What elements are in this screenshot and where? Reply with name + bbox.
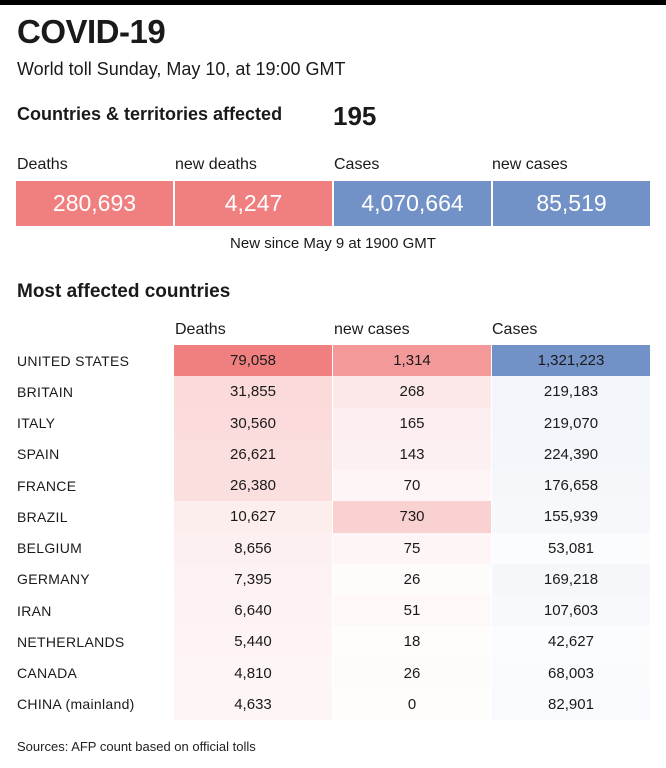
table-row: FRANCE 26,380 70 176,658 bbox=[0, 470, 666, 502]
table-row: CANADA 4,810 26 68,003 bbox=[0, 657, 666, 689]
cases-cell: 169,218 bbox=[492, 563, 650, 595]
deaths-cell: 5,440 bbox=[174, 626, 332, 658]
stats-note: New since May 9 at 1900 GMT bbox=[230, 235, 436, 252]
new-cases-cell: 730 bbox=[333, 501, 491, 533]
table-row: IRAN 6,640 51 107,603 bbox=[0, 595, 666, 627]
table-row: BELGIUM 8,656 75 53,081 bbox=[0, 532, 666, 564]
country-name: CHINA (mainland) bbox=[17, 696, 135, 713]
deaths-cell: 26,380 bbox=[174, 470, 332, 502]
new-cases-cell: 18 bbox=[333, 626, 491, 658]
new-cases-cell: 26 bbox=[333, 563, 491, 595]
cases-cell: 68,003 bbox=[492, 657, 650, 689]
deaths-cell: 4,810 bbox=[174, 657, 332, 689]
column-header-new-cases: new cases bbox=[334, 321, 410, 338]
deaths-cell: 26,621 bbox=[174, 438, 332, 470]
table-row: BRITAIN 31,855 268 219,183 bbox=[0, 376, 666, 408]
table-row: ITALY 30,560 165 219,070 bbox=[0, 407, 666, 439]
new-cases-cell: 1,314 bbox=[333, 345, 491, 377]
table-row: UNITED STATES 79,058 1,314 1,321,223 bbox=[0, 345, 666, 377]
new-cases-cell: 26 bbox=[333, 657, 491, 689]
section-title: Most affected countries bbox=[17, 281, 231, 302]
new-cases-cell: 268 bbox=[333, 376, 491, 408]
new-cases-cell: 165 bbox=[333, 407, 491, 439]
cases-cell: 155,939 bbox=[492, 501, 650, 533]
column-header-deaths: Deaths bbox=[175, 321, 226, 338]
table-row: SPAIN 26,621 143 224,390 bbox=[0, 438, 666, 470]
cases-cell: 42,627 bbox=[492, 626, 650, 658]
deaths-cell: 79,058 bbox=[174, 345, 332, 377]
cases-cell: 224,390 bbox=[492, 438, 650, 470]
affected-label: Countries & territories affected bbox=[17, 104, 283, 124]
new-cases-cell: 75 bbox=[333, 532, 491, 564]
country-name: CANADA bbox=[17, 665, 78, 682]
page-title: COVID-19 bbox=[17, 13, 166, 50]
new-cases-cell: 0 bbox=[333, 688, 491, 720]
affected-value: 195 bbox=[333, 101, 377, 131]
country-name: ITALY bbox=[17, 415, 56, 432]
cases-cell: 53,081 bbox=[492, 532, 650, 564]
table-row: BRAZIL 10,627 730 155,939 bbox=[0, 501, 666, 533]
table-row: CHINA (mainland) 4,633 0 82,901 bbox=[0, 688, 666, 720]
stat-label-new-cases: new cases bbox=[492, 156, 568, 173]
cases-cell: 176,658 bbox=[492, 470, 650, 502]
cases-cell: 82,901 bbox=[492, 688, 650, 720]
deaths-cell: 7,395 bbox=[174, 563, 332, 595]
country-name: BRAZIL bbox=[17, 508, 68, 525]
country-name: BRITAIN bbox=[17, 383, 74, 400]
country-name: SPAIN bbox=[17, 446, 60, 463]
deaths-cell: 8,656 bbox=[174, 532, 332, 564]
cases-cell: 219,070 bbox=[492, 407, 650, 439]
new-cases-cell: 70 bbox=[333, 470, 491, 502]
stat-label-cases: Cases bbox=[334, 156, 380, 173]
stat-value-cases: 4,070,664 bbox=[334, 181, 491, 226]
deaths-cell: 30,560 bbox=[174, 407, 332, 439]
countries-table: UNITED STATES 79,058 1,314 1,321,223 BRITAIN… bbox=[0, 345, 666, 720]
country-name: NETHERLANDS bbox=[17, 633, 125, 650]
table-row: GERMANY 7,395 26 169,218 bbox=[0, 563, 666, 595]
new-cases-cell: 51 bbox=[333, 595, 491, 627]
cases-cell: 107,603 bbox=[492, 595, 650, 627]
cases-cell: 219,183 bbox=[492, 376, 650, 408]
deaths-cell: 6,640 bbox=[174, 595, 332, 627]
stat-value-new-cases: 85,519 bbox=[493, 181, 650, 226]
deaths-cell: 4,633 bbox=[174, 688, 332, 720]
stat-label-deaths: Deaths bbox=[17, 156, 68, 173]
new-cases-cell: 143 bbox=[333, 438, 491, 470]
stat-value-new-deaths: 4,247 bbox=[175, 181, 332, 226]
table-row: NETHERLANDS 5,440 18 42,627 bbox=[0, 626, 666, 658]
stat-value-deaths: 280,693 bbox=[16, 181, 173, 226]
country-name: UNITED STATES bbox=[17, 352, 130, 369]
country-name: GERMANY bbox=[17, 571, 90, 588]
page-subtitle: World toll Sunday, May 10, at 19:00 GMT bbox=[17, 59, 346, 79]
stat-label-new-deaths: new deaths bbox=[175, 156, 257, 173]
column-header-cases: Cases bbox=[492, 321, 538, 338]
deaths-cell: 31,855 bbox=[174, 376, 332, 408]
country-name: BELGIUM bbox=[17, 540, 83, 557]
source-note: Sources: AFP count based on official tol… bbox=[17, 739, 256, 754]
country-name: IRAN bbox=[17, 602, 52, 619]
cases-cell: 1,321,223 bbox=[492, 345, 650, 377]
country-name: FRANCE bbox=[17, 477, 77, 494]
deaths-cell: 10,627 bbox=[174, 501, 332, 533]
top-rule bbox=[0, 0, 666, 5]
